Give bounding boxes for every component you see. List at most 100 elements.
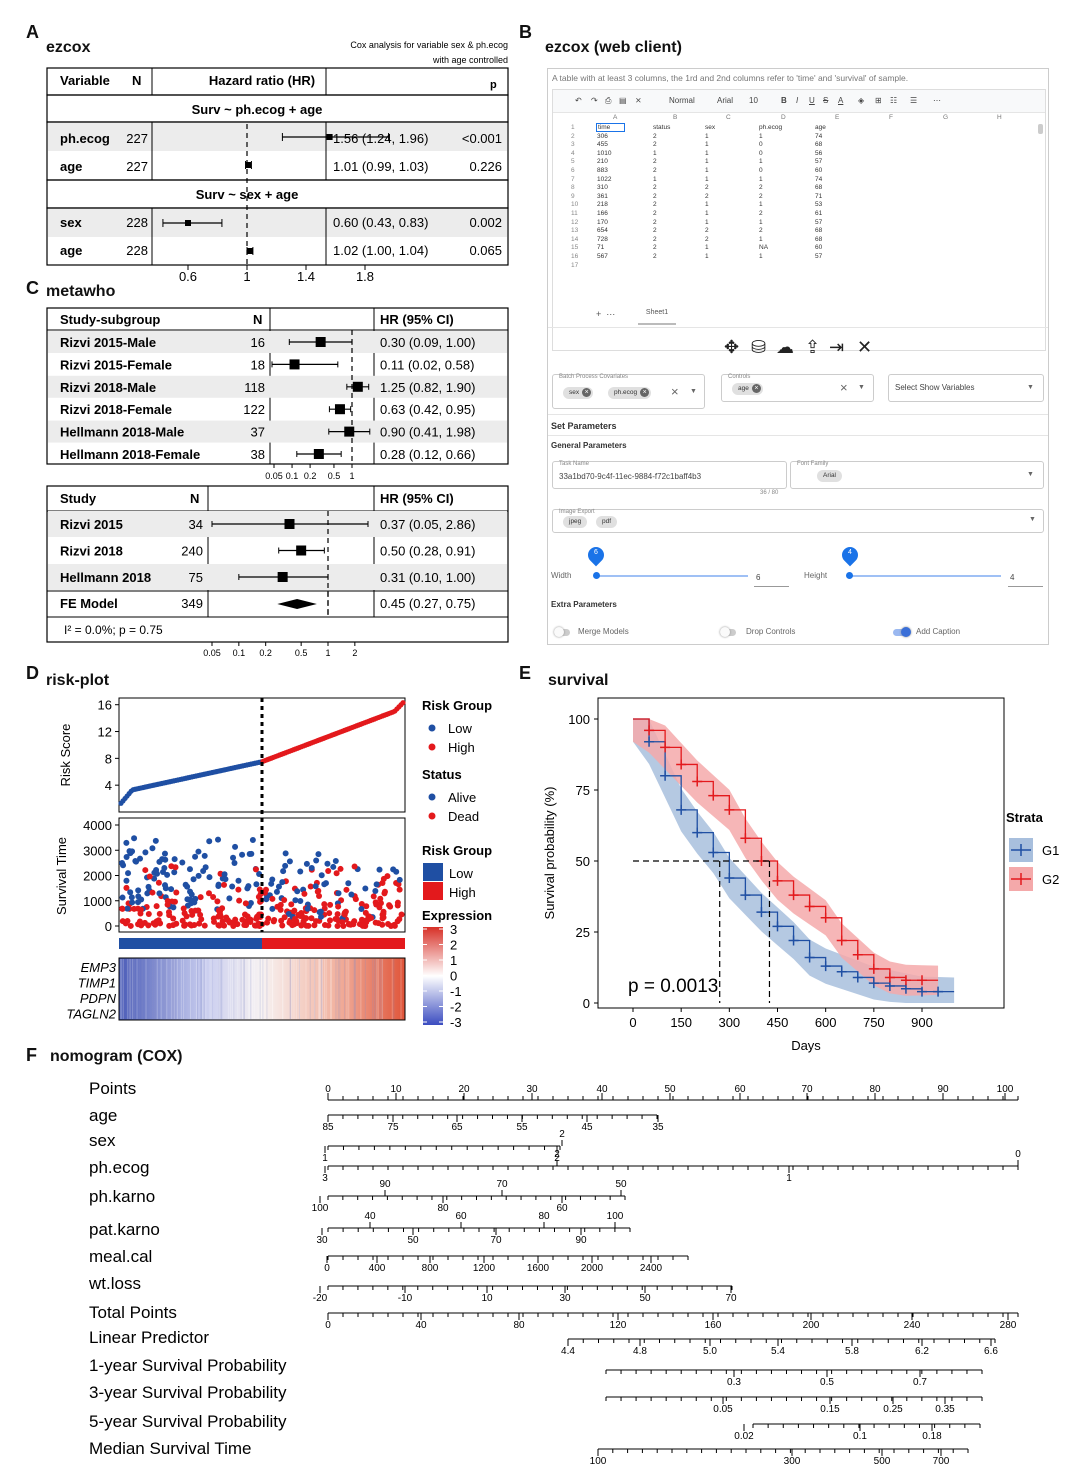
more-icon[interactable]: ⋯ [933, 96, 941, 105]
ezcox-header-n: N [132, 73, 141, 88]
add-caption-toggle[interactable] [893, 627, 911, 637]
risk-survival-point [253, 881, 260, 888]
clear-format-icon[interactable]: ⨯ [635, 96, 642, 105]
chevron-down-icon[interactable]: ▼ [858, 384, 865, 391]
spreadsheet[interactable]: ↶ ↷ ⎙ ▤ ⨯ Normal Arial 10 B I U S A ◈ ⊞ … [552, 89, 1046, 351]
redo-icon[interactable]: ↷ [591, 96, 598, 105]
sheet-scrollbar[interactable] [1038, 124, 1043, 134]
task-name-field[interactable]: Task Name 33a1bd70-9c4f-11ec-9884-f72c1b… [552, 461, 787, 489]
chip-remove-icon[interactable]: × [640, 388, 650, 397]
fan-icon[interactable]: ✥ [724, 337, 740, 357]
merge-models-toggle[interactable] [554, 627, 570, 637]
width-value[interactable]: 6 [756, 573, 761, 582]
drop-controls-toggle[interactable] [720, 627, 736, 637]
height-slider-handle[interactable] [846, 572, 853, 579]
width-slider-handle[interactable] [593, 572, 600, 579]
nomogram-tick-label: 200 [803, 1320, 820, 1331]
risk-survival-point [142, 867, 149, 874]
chip-arial[interactable]: Arial [817, 470, 843, 482]
table-cell: 2 [653, 227, 657, 235]
upload-icon[interactable]: ⇪ [805, 337, 821, 357]
nomogram-tick-label: 50 [615, 1179, 627, 1190]
risk-survival-point [396, 876, 403, 883]
paint-format-icon[interactable]: ▤ [619, 96, 627, 105]
chevron-down-icon[interactable]: ▼ [1027, 384, 1034, 391]
italic-icon[interactable]: I [796, 96, 799, 105]
font-family-select[interactable]: Font Family Arial ▼ [790, 461, 1044, 489]
font-select[interactable]: Arial [717, 96, 734, 105]
risk-survival-point [221, 881, 228, 888]
batch-covariates-select[interactable]: Batch Process Covariates sex × ph.ecog × ×… [552, 374, 705, 409]
column-header[interactable]: E [835, 114, 840, 121]
risk-survival-point [358, 901, 365, 908]
chevron-down-icon[interactable]: ▼ [1029, 516, 1036, 523]
column-header[interactable]: G [943, 114, 949, 121]
size-select[interactable]: 10 [749, 96, 758, 105]
meta-t2-point [296, 545, 307, 556]
fill-color-icon[interactable]: ◈ [858, 96, 865, 105]
height-slider[interactable] [849, 575, 1001, 577]
chip-ph-ecog[interactable]: ph.ecog × [608, 387, 652, 399]
align-icon[interactable]: ☰ [910, 96, 918, 105]
chip-pdf[interactable]: pdf [596, 516, 618, 528]
column-header[interactable]: B [673, 114, 678, 121]
risk-survival-point [335, 890, 342, 897]
meta-t1-hr: 1.25 (0.82, 1.90) [380, 380, 475, 395]
chip-jpeg[interactable]: jpeg [563, 516, 588, 528]
ezcox-header-p: p [490, 79, 497, 91]
nomogram-tick-label: 6.2 [915, 1346, 929, 1357]
clear-icon[interactable]: × [671, 384, 679, 399]
chip-sex[interactable]: sex × [563, 387, 594, 399]
chip-remove-icon[interactable]: × [751, 384, 761, 393]
column-header[interactable]: C [726, 114, 731, 121]
risk-survival-point [348, 891, 355, 898]
chevron-down-icon[interactable]: ▼ [1027, 471, 1034, 478]
risk-survival-point [146, 873, 153, 880]
column-header[interactable]: H [997, 114, 1002, 121]
undo-icon[interactable]: ↶ [575, 96, 582, 105]
table-row: 6 883 2 1 0 60 [571, 167, 823, 174]
risk-survival-point [183, 913, 190, 920]
risk-survival-point [387, 903, 394, 910]
close-icon[interactable]: ✕ [857, 337, 873, 357]
survival-censor-mark [772, 921, 783, 932]
height-value[interactable]: 4 [1010, 573, 1015, 582]
text-color-icon[interactable]: A [838, 96, 844, 105]
chip-age[interactable]: age × [732, 383, 763, 395]
chip-remove-icon[interactable]: × [582, 388, 592, 397]
chevron-down-icon[interactable]: ▼ [690, 388, 697, 395]
risk-survival-point [190, 876, 197, 883]
column-header[interactable]: D [781, 114, 786, 121]
meta-t1-point [289, 359, 300, 370]
borders-icon[interactable]: ⊞ [875, 96, 882, 105]
column-header[interactable]: A [613, 114, 618, 121]
risk-survival-point [154, 870, 161, 877]
nomogram-tick-label: 1 [322, 1153, 328, 1164]
print-icon[interactable]: ⎙ [605, 96, 612, 105]
cloud-icon[interactable]: ☁ [776, 337, 794, 357]
table-cell: 1 [705, 218, 709, 226]
risk-survival-point [375, 920, 382, 927]
width-slider[interactable] [596, 575, 748, 577]
image-export-select[interactable]: Image Export jpeg pdf ▼ [552, 509, 1044, 533]
bold-icon[interactable]: B [781, 96, 787, 105]
add-sheet-button[interactable]: + ⋯ [596, 309, 616, 319]
meta-t1-n: 118 [244, 380, 265, 395]
show-variables-select[interactable]: Select Show Variables ▼ [888, 374, 1044, 402]
column-header[interactable]: F [889, 114, 893, 121]
ezcox-n-2: 227 [126, 159, 148, 174]
controls-select[interactable]: Controls age × × ▼ [721, 374, 874, 402]
sheet-tab[interactable]: Sheet1 [638, 303, 676, 325]
risk-survival-point [236, 897, 243, 904]
merge-icon[interactable]: ☷ [890, 96, 898, 105]
style-select[interactable]: Normal [669, 96, 695, 105]
database-icon[interactable]: ⛁ [751, 337, 767, 357]
risk-survival-point [206, 838, 213, 845]
underline-icon[interactable]: U [809, 96, 815, 105]
export-icon[interactable]: ⇥ [829, 337, 845, 357]
strike-icon[interactable]: S [823, 96, 829, 105]
risk-survival-point [221, 871, 228, 878]
meta-t2-name: Rizvi 2018 [60, 544, 123, 559]
clear-icon[interactable]: × [840, 380, 848, 395]
merge-models-label: Merge Models [578, 627, 629, 636]
